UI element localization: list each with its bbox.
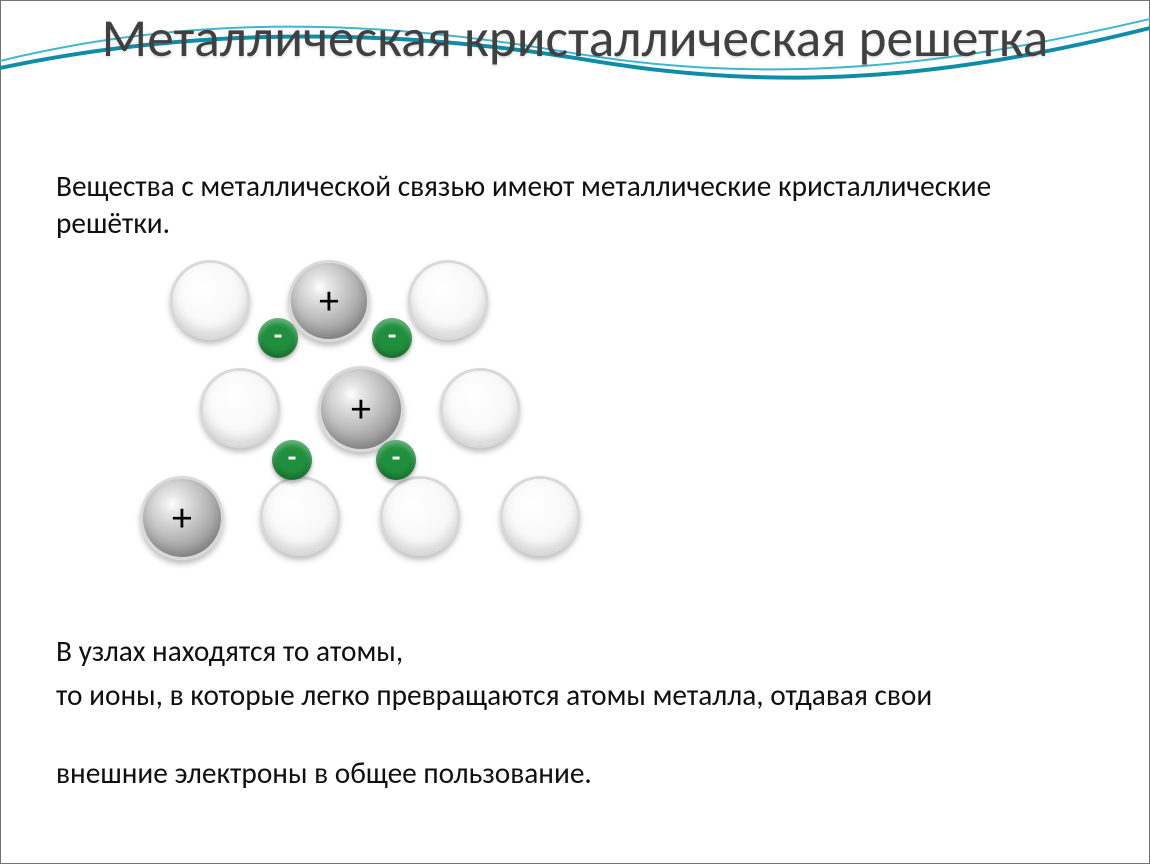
cation-atom: +: [288, 260, 370, 342]
minus-icon: -: [388, 327, 397, 344]
body-line-2: то ионы, в которые легко превращаются ат…: [56, 676, 1094, 716]
electron: -: [376, 440, 416, 480]
minus-icon: -: [392, 449, 401, 466]
neutral-atom: [380, 476, 460, 556]
electron: -: [258, 318, 298, 358]
neutral-atom: [500, 476, 580, 556]
neutral-atom: [408, 260, 488, 340]
minus-icon: -: [274, 327, 283, 344]
minus-icon: -: [288, 449, 297, 466]
neutral-atom: [170, 260, 250, 340]
plus-icon: +: [351, 389, 371, 429]
body-line-1: В узлах находятся то атомы,: [56, 632, 1094, 672]
slide-title: Металлическая кристаллическая решетка: [0, 8, 1150, 69]
lattice-diagram: + + + - - - -: [140, 260, 610, 600]
electron: -: [372, 318, 412, 358]
slide: Металлическая кристаллическая решетка Ве…: [0, 0, 1150, 864]
neutral-atom: [260, 476, 340, 556]
plus-icon: +: [319, 281, 339, 321]
body-line-3: внешние электроны в общее пользование.: [56, 754, 1094, 794]
intro-text: Вещества с металлической связью имеют ме…: [56, 168, 1094, 241]
electron: -: [272, 440, 312, 480]
neutral-atom: [200, 368, 280, 448]
neutral-atom: [440, 368, 520, 448]
plus-icon: +: [172, 498, 192, 538]
cation-atom: +: [140, 476, 224, 560]
